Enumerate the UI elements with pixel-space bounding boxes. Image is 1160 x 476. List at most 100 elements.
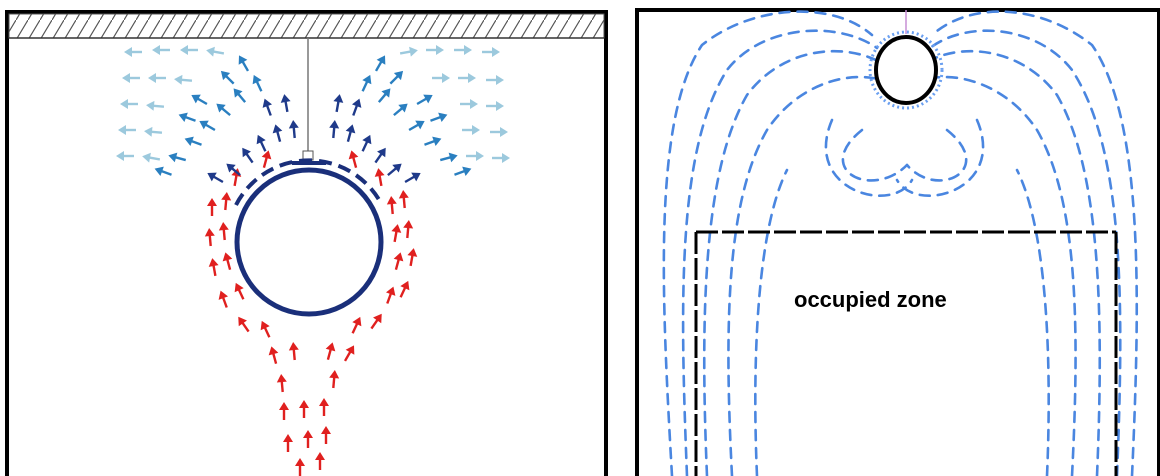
airflow-arrow [462,125,480,135]
airflow-diagram [5,10,608,476]
airflow-arrow [403,220,414,239]
streamline [727,75,884,476]
airflow-arrow [374,147,386,164]
airflow-arrow [351,98,362,116]
airflow-arrow [168,152,187,163]
airflow-arrow [207,172,224,184]
streamline [681,29,879,476]
cylinder-body [234,167,384,317]
airflow-arrow [391,224,402,243]
airflow-arrow [321,426,331,444]
airflow-arrow [120,99,138,109]
occupied-zone-label: occupied zone [794,287,947,312]
airflow-arrow [374,168,385,187]
airflow-arrow [361,74,372,92]
airflow-arrow [174,74,193,85]
airflow-arrow [393,252,404,271]
airflow-arrow [231,168,242,187]
airflow-arrow [118,125,136,135]
heat-source-glow [868,30,944,110]
airflow-arrow [416,94,433,106]
airflow-arrow [386,196,397,215]
airflow-arrow [142,152,161,163]
airflow-arrow [272,124,283,143]
airflow-arrow [393,103,408,117]
streamline [895,118,985,197]
streamline [824,118,914,197]
airflow-arrow [191,94,208,106]
streamline [662,10,874,476]
airflow-arrow [329,120,340,139]
streamline [905,128,968,182]
airflow-arrow [361,134,372,152]
airflow-arrow [256,134,267,152]
airflow-arrow [333,94,344,113]
airflow-arrow [408,120,425,132]
airflow-arrow [466,151,484,161]
airflow-arrow [482,47,500,57]
airflow-arrow [387,163,402,177]
airflow-arrow [280,94,291,113]
airflow-arrow [458,73,476,83]
airflow-arrow [377,88,391,103]
airflow-arrow [492,153,510,163]
airflow-arrow [460,99,478,109]
airflow-arrow [122,73,140,83]
airflow-arrow [268,346,279,365]
airflow-arrow [348,150,359,169]
airflow-arrow [204,228,215,247]
streamlines [662,10,1139,476]
airflow-arrow [325,342,336,361]
airflow-arrow [404,172,421,184]
airflow-arrow [345,124,356,143]
airflow-arrow [220,70,235,85]
streamline [930,10,1139,476]
streamline [702,50,882,476]
airflow-arrow [242,147,254,164]
airflow-arrow [385,286,396,304]
airflow-diagram-panel [4,0,610,476]
airflow-arrow [399,280,410,298]
airflow-arrow [439,152,458,163]
airflow-arrow [178,112,196,123]
airflow-arrow [180,45,198,55]
airflow-arrow [398,190,409,209]
right-frame [635,8,1160,476]
airflow-arrow [238,55,250,72]
airflow-arrow [124,47,142,57]
streamline [925,50,1102,476]
airflow-arrow [370,313,382,330]
airflow-arrow [260,320,271,338]
airflow-arrow [199,120,216,132]
airflow-arrow [399,46,418,57]
airflow-arrow [206,46,225,57]
airflow-arrow [426,45,444,55]
airflow-arrow [207,198,217,216]
airflow-arrow [218,222,229,241]
airflow-arrow [154,166,172,177]
airflow-arrow [486,75,504,85]
airflow-arrow [238,316,250,333]
heat-source [868,10,944,110]
airflow-arrow [252,74,263,92]
airflow-arrow [116,151,134,161]
airflow-arrow [146,100,165,111]
airflow-arrow [486,101,504,111]
airflow-arrow [226,163,241,177]
cylinder-perforated-top [234,158,384,206]
airflow-arrow [303,430,313,448]
airflow-arrow [144,126,163,137]
airflow-arrow [490,127,508,137]
streamline-diagram [635,8,1160,476]
airflow-arrow [389,70,404,85]
airflow-arrow [276,374,287,393]
airflow-arrow [374,55,386,72]
airflow-arrow [454,45,472,55]
airflow-arrow [343,345,355,362]
airflow-arrow [319,398,329,416]
airflow-arrow [221,192,232,211]
airflow-arrow [432,73,450,83]
streamline [1015,168,1050,476]
heat-source-ring [874,35,938,105]
airflow-arrow [288,120,299,139]
